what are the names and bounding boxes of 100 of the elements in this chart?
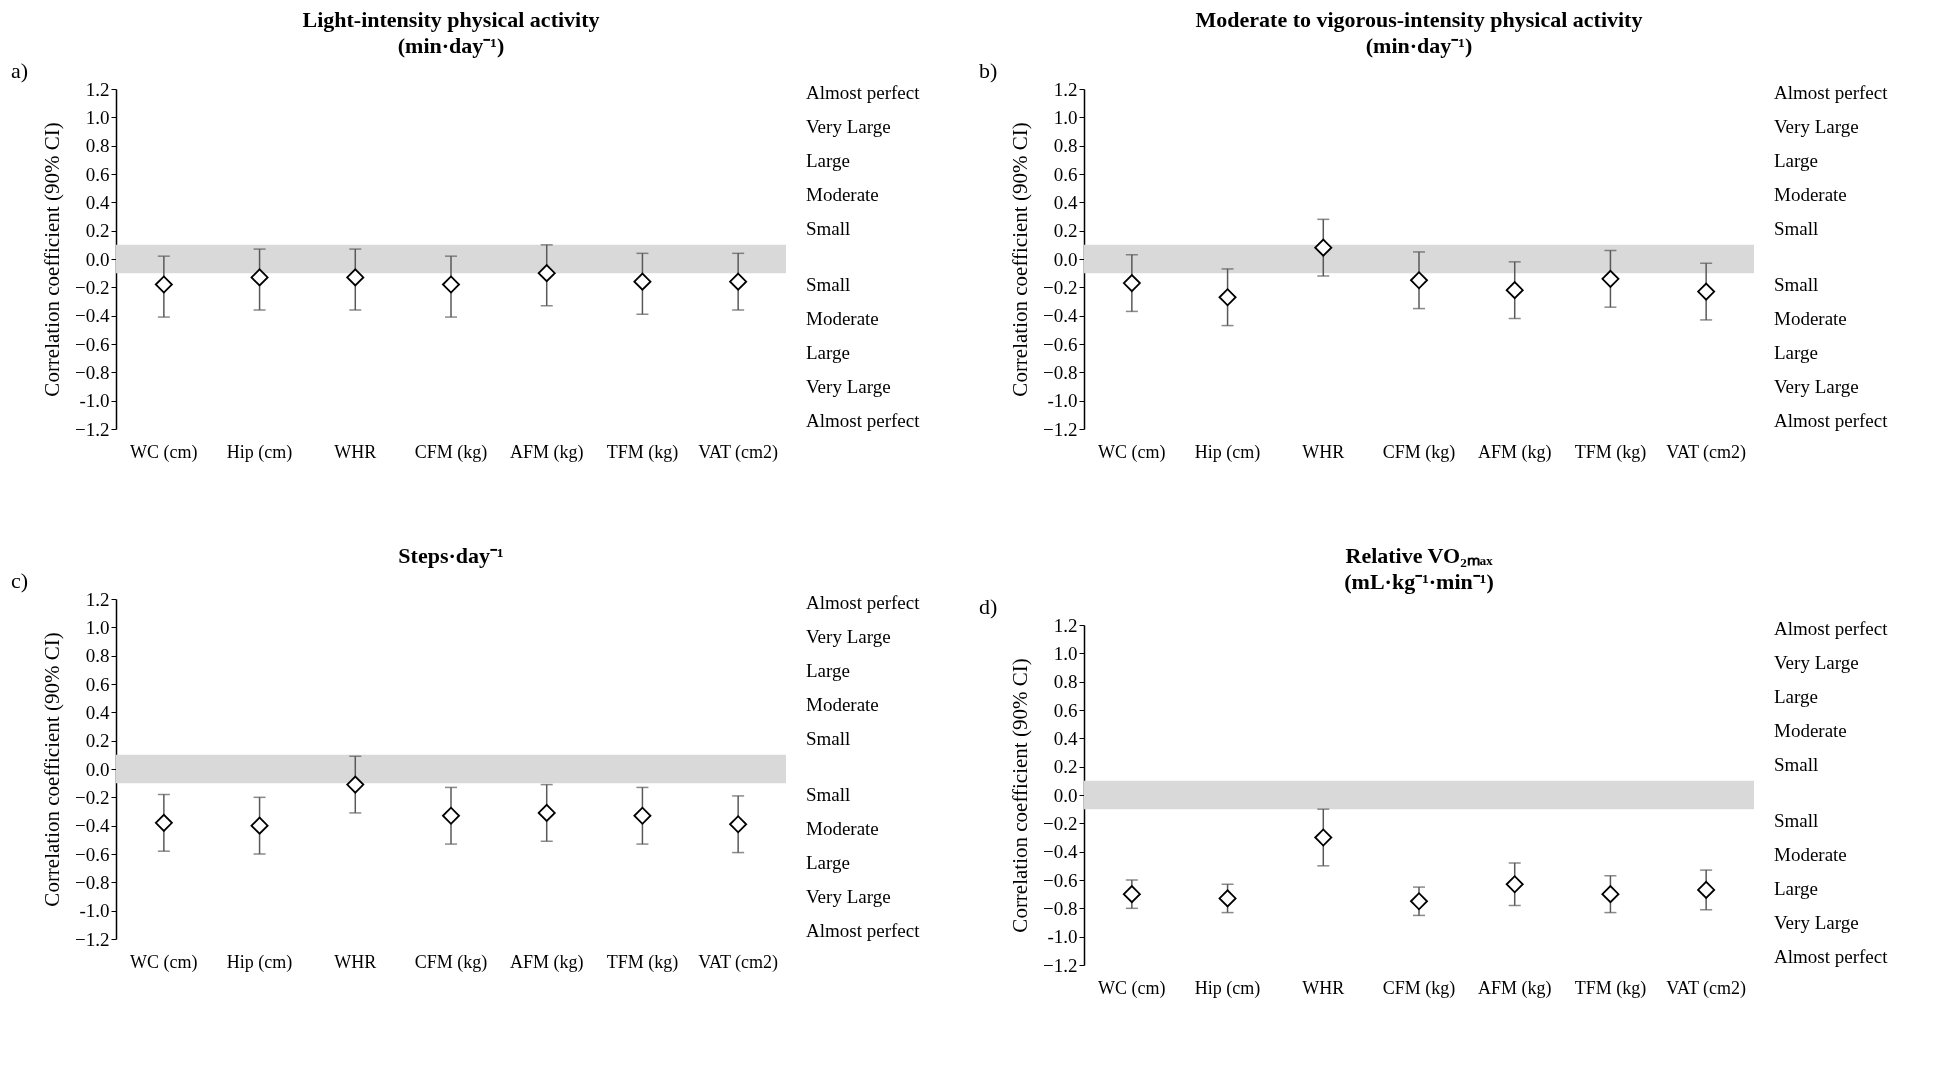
y-tick-label: −0.8 [75,871,110,893]
chart-title: Steps·day⁻¹ [398,543,504,568]
point [154,813,173,832]
text: c) [11,568,29,593]
y-tick-label: 0.8 [1053,135,1078,157]
point [1410,892,1428,911]
y-tick-label: −0.6 [75,333,110,355]
x-tick-label: CFM (kg) [1382,441,1456,463]
y-tick-label: −1.2 [1043,954,1078,976]
x-tick-label: WC (cm) [1098,441,1166,463]
y-tick-label: 0.4 [1053,727,1078,749]
x-tick-label: WHR [1302,441,1345,462]
text: Large [1774,878,1818,899]
y-tick-label: 0.2 [85,730,110,752]
y-tick-label: 1.0 [1053,642,1078,664]
text: Very Large [806,116,891,137]
x-tick-label: WHR [334,951,377,972]
text: Large [1774,150,1818,171]
point [537,803,556,822]
text: Almost perfect [806,592,921,613]
point [1218,889,1237,908]
y-tick-label: 1.2 [85,588,110,610]
text: a) [11,58,29,83]
x-tick-label: TFM (kg) [606,951,679,973]
text: Very Large [1774,652,1859,673]
text: Small [1774,754,1819,775]
text: Moderate [806,694,879,715]
y-axis-title: Correlation coefficient (90% CI) [1008,122,1033,397]
text: Small [806,274,851,295]
y-axis-title: Correlation coefficient (90% CI) [1008,658,1033,933]
y-tick-label: 0.0 [85,248,110,270]
text: Moderate [1774,720,1847,741]
text: Moderate [1774,844,1847,865]
point [633,806,652,825]
y-axis-title: Correlation coefficient (90% CI) [40,122,65,397]
text: Very Large [1774,912,1859,933]
text: Large [806,150,850,171]
x-tick-label: VAT (cm2) [1666,977,1747,999]
y-tick-label: -1.0 [79,390,110,412]
y-tick-label: 0.6 [1053,163,1078,185]
text: Almost perfect [806,410,921,431]
y-tick-label: 0.0 [1053,784,1078,806]
y-tick-label: 0.6 [85,163,110,185]
point [1697,880,1716,899]
y-tick-label: 1.2 [1053,614,1078,636]
y-tick-label: −0.6 [75,843,110,865]
y-tick-label: −0.2 [75,786,110,808]
text: Very Large [806,626,891,647]
x-tick-label: VAT (cm2) [698,441,779,463]
point [729,815,748,834]
point [1218,288,1237,307]
text: Small [806,784,851,805]
text: Almost perfect [806,920,921,941]
chart-title: Light-intensity physical activity (min·day⁻¹) [302,7,600,58]
y-tick-label: 0.0 [85,758,110,780]
text: Moderate [806,184,879,205]
y-tick-label: −0.2 [1043,276,1078,298]
x-tick-label: WHR [334,441,377,462]
x-tick-label: TFM (kg) [606,441,679,463]
y-tick-label: -1.0 [1047,390,1078,412]
y-tick-label: 0.2 [85,220,110,242]
x-tick-label: VAT (cm2) [1666,441,1747,463]
y-tick-label: −0.2 [1043,812,1078,834]
y-tick-label: 0.4 [85,191,110,213]
y-tick-label: 0.6 [1053,699,1078,721]
y-tick-label: -1.0 [1047,926,1078,948]
x-tick-label: AFM (kg) [1477,441,1552,463]
y-tick-label: −0.2 [75,276,110,298]
x-tick-label: Hip (cm) [226,951,293,973]
y-tick-label: 0.8 [1053,671,1078,693]
text: Almost perfect [1774,618,1889,639]
y-tick-label: −0.6 [1043,869,1078,891]
text: Small [1774,274,1819,295]
text: Almost perfect [806,82,921,103]
text: Large [806,660,850,681]
x-tick-label: CFM (kg) [414,441,488,463]
text: Almost perfect [1774,410,1889,431]
text: Moderate [806,818,879,839]
y-tick-label: 1.2 [85,78,110,100]
chart-title: Moderate to vigorous-intensity physical activity (min·day⁻¹) [1195,7,1643,58]
y-tick-label: −1.2 [1043,418,1078,440]
x-tick-label: WHR [1302,977,1345,998]
text: Large [806,852,850,873]
point [1314,828,1333,847]
y-tick-label: 0.0 [1053,248,1078,270]
text: Small [1774,810,1819,831]
y-tick-label: 1.2 [1053,78,1078,100]
x-tick-label: Hip (cm) [1194,441,1261,463]
y-tick-label: −0.8 [75,361,110,383]
text: Small [806,728,851,749]
point [346,775,365,794]
y-tick-label: 0.6 [85,673,110,695]
y-tick-label: -1.0 [79,900,110,922]
text: Large [806,342,850,363]
text: Small [806,218,851,239]
y-tick-label: −0.4 [1043,841,1078,863]
text: Very Large [806,376,891,397]
x-tick-label: VAT (cm2) [698,951,779,973]
text: Moderate [1774,184,1847,205]
point [1505,875,1524,894]
